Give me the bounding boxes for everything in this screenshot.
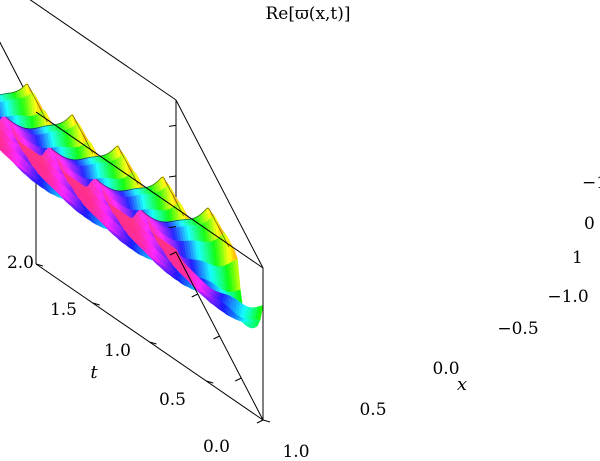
z-tick-label: 1: [572, 248, 583, 268]
t-tick-label: 0.0: [203, 437, 230, 457]
box-edge: [29, 0, 177, 101]
z-tick-mark: [168, 175, 177, 178]
tick-marks: [35, 124, 271, 424]
z-tick-label: −1: [582, 173, 600, 193]
ridge-crest-line: [141, 207, 230, 248]
x-tick-label: −0.5: [497, 319, 538, 339]
t-tick-label: 1.5: [50, 300, 77, 320]
t-tick-mark: [206, 380, 214, 384]
z-tick-mark: [168, 226, 177, 229]
t-axis-label: t: [90, 362, 98, 383]
ridge-crest-line: [5, 115, 94, 154]
box-edge: [35, 111, 264, 269]
t-tick-mark: [149, 341, 157, 345]
ridge-crest-line: [50, 145, 139, 185]
ridge-crest-line: [96, 176, 184, 217]
t-tick-label: 0.5: [159, 390, 186, 410]
x-tick-mark: [235, 377, 242, 382]
t-tick-mark: [262, 419, 271, 423]
surface-patch: [172, 247, 179, 255]
z-tick-mark: [168, 124, 177, 127]
t-tick-mark: [92, 302, 100, 306]
x-tick-label: 0.5: [359, 400, 386, 420]
chart-title: Re[ϖ(x,t)]: [265, 4, 350, 24]
z-tick-label: 0: [584, 214, 595, 234]
ridge-crest-line: [0, 84, 48, 123]
t-tick-mark: [35, 263, 44, 267]
box-edge: [0, 41, 37, 113]
t-tick-label: 1.0: [104, 341, 131, 361]
x-tick-label: 0.0: [432, 359, 459, 379]
x-axis-label: x: [457, 374, 467, 395]
x-tick-label: 1.0: [282, 442, 309, 461]
x-tick-mark: [191, 293, 198, 298]
surface: [0, 82, 264, 329]
x-tick-label: −1.0: [547, 287, 588, 307]
x-tick-mark: [256, 419, 264, 424]
x-tick-mark: [213, 335, 220, 340]
x-tick-mark: [169, 251, 177, 256]
t-tick-label: 2.0: [7, 253, 34, 273]
box-edge: [175, 99, 264, 269]
